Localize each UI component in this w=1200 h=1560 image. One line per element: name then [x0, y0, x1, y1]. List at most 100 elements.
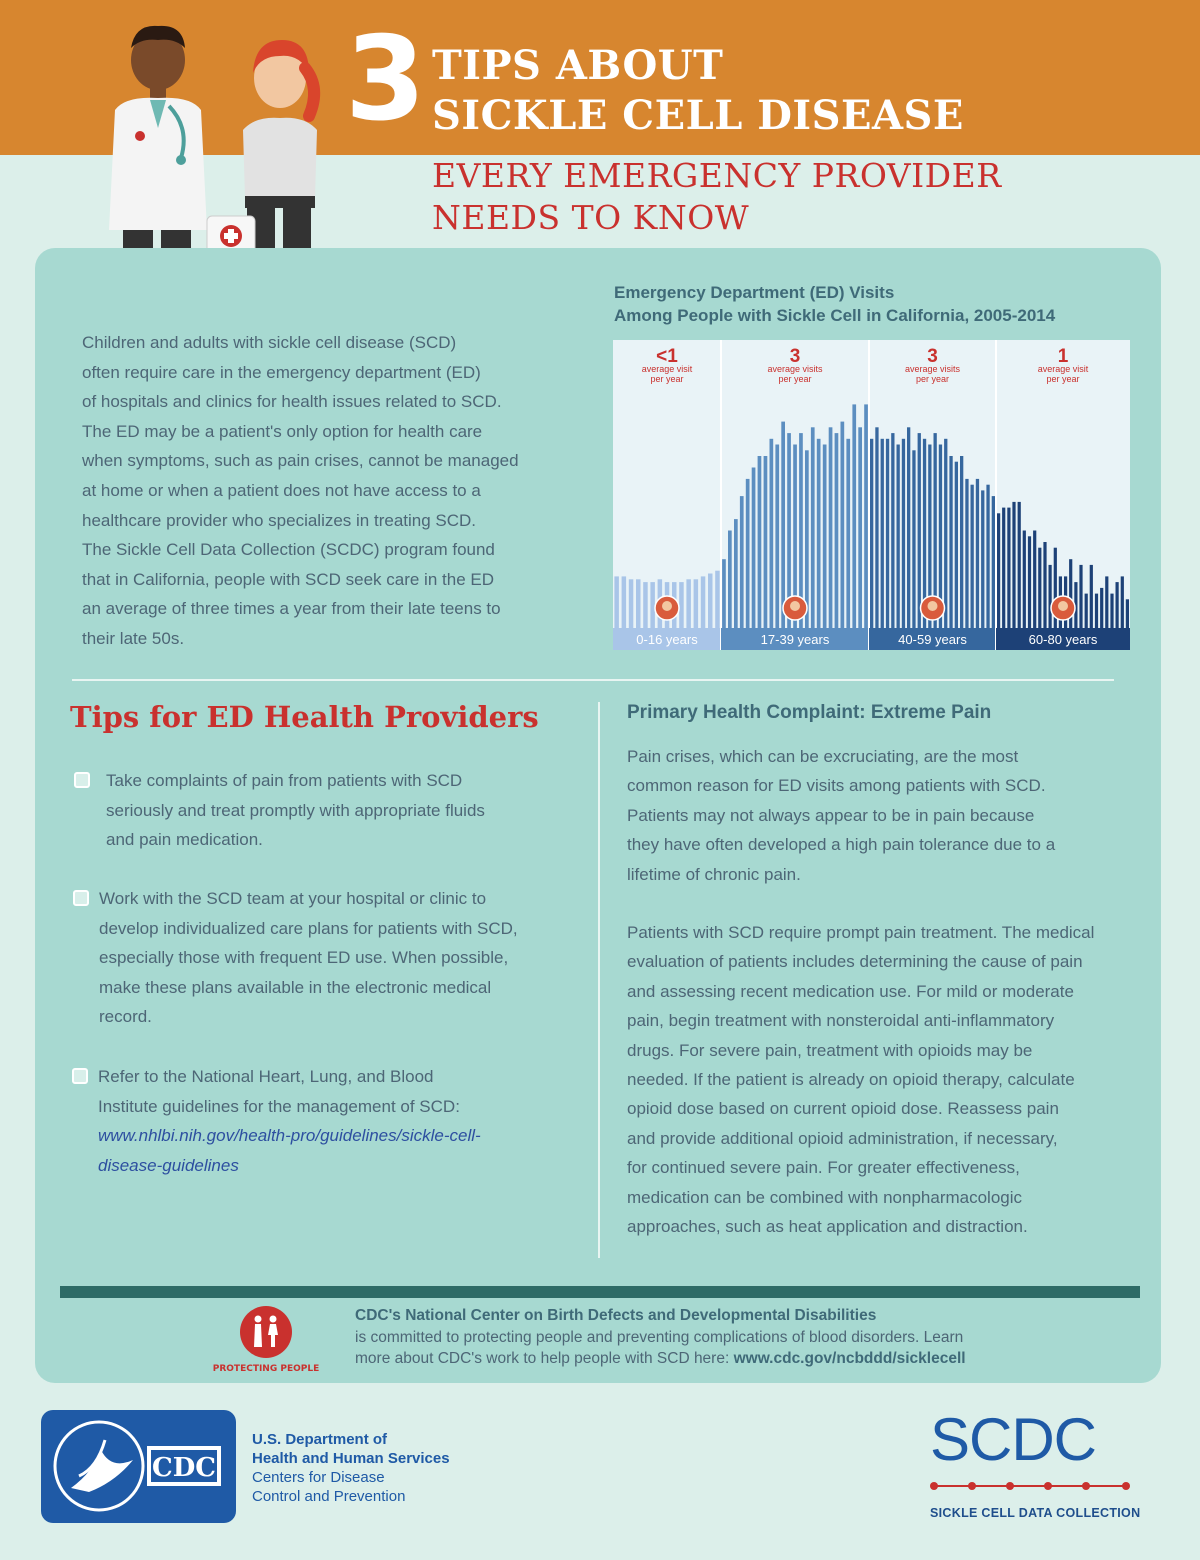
tip-item-1: Take complaints of pain from patients wi… — [106, 766, 485, 855]
chart-bar — [816, 438, 821, 628]
chart-axis-label-bg — [869, 628, 996, 650]
chart-bar — [763, 456, 768, 628]
dept-line-3: Centers for Disease — [252, 1469, 385, 1486]
intro-line: Children and adults with sickle cell dis… — [82, 333, 457, 352]
complaint-line: opioid dose based on current opioid dose… — [627, 1099, 1059, 1119]
intro-line: of hospitals and clinics for health issu… — [82, 392, 502, 412]
checkbox-icon — [74, 772, 90, 788]
chart-bar — [1110, 593, 1114, 628]
person-icon-face — [662, 601, 672, 611]
chart-bar — [1100, 587, 1104, 628]
chart-average-label: <1 — [656, 346, 678, 367]
column-divider — [598, 702, 600, 1258]
chart-bar — [928, 444, 932, 628]
chart-bar — [1069, 559, 1073, 628]
chart-bar — [975, 478, 980, 628]
protecting-people-text: PROTECTING PEOPLE — [213, 1364, 319, 1374]
chart-bar — [787, 433, 791, 628]
chart-bar — [1125, 599, 1129, 628]
chart-average-caption: per year — [916, 374, 949, 384]
complaint-paragraph-2: Patients with SCD require prompt pain tr… — [627, 918, 1137, 1241]
tips-number: 3 — [345, 12, 426, 147]
chart-bar — [650, 582, 655, 628]
chart-bar — [965, 478, 969, 628]
hhs-department-text: U.S. Department of Health and Human Serv… — [252, 1430, 450, 1506]
tip-item-3: Refer to the National Heart, Lung, and B… — [98, 1062, 481, 1180]
scdc-logo: SCDC — [930, 1406, 1097, 1473]
chart-tick-label: 17-39 years — [761, 632, 830, 647]
chart-average-caption: average visits — [767, 364, 823, 374]
chart-bar — [1053, 547, 1057, 628]
chart-average-label: 3 — [927, 346, 938, 367]
intro-line: that in California, people with SCD seek… — [82, 569, 494, 589]
intro-line: their late 50s. — [82, 628, 185, 648]
chart-bar — [728, 530, 732, 628]
chart-average-caption: average visit — [1038, 364, 1089, 374]
chart-axis-label-bg — [996, 628, 1130, 650]
tips-heading: Tips for ED Health Providers — [70, 700, 539, 734]
hhs-cdc-logo: CDC — [41, 1410, 236, 1523]
chart-bar — [715, 570, 720, 628]
chart-title: Emergency Department (ED) Visits Among P… — [614, 281, 1055, 327]
complaint-line: and assessing recent medication use. For… — [627, 981, 1074, 1001]
chart-group-background — [869, 340, 996, 628]
tip-line: seriously and treat promptly with approp… — [106, 800, 485, 820]
chart-bar — [858, 427, 862, 628]
chart-bar — [751, 467, 756, 628]
scdc-subtitle: SICKLE CELL DATA COLLECTION — [930, 1506, 1141, 1520]
complaint-line: Patients with SCD require prompt pain tr… — [627, 923, 1095, 942]
subtitle-line-2: NEEDS TO KNOW — [432, 198, 750, 237]
chart-bar — [1033, 530, 1037, 628]
chart-bar — [896, 444, 900, 628]
chart-bar — [614, 576, 619, 628]
chart-bar — [875, 427, 879, 628]
dept-line-2: Health and Human Services — [252, 1450, 450, 1467]
complaint-line: drugs. For severe pain, treatment with o… — [627, 1040, 1033, 1060]
chart-average-caption: per year — [1046, 374, 1079, 384]
chart-bar — [907, 427, 911, 628]
complaint-line: evaluation of patients includes determin… — [627, 952, 1083, 972]
complaint-line: pain, begin treatment with nonsteroidal … — [627, 1011, 1055, 1031]
chart-bar — [1115, 582, 1119, 628]
chart-bar — [1089, 564, 1093, 628]
chart-bar — [739, 496, 744, 628]
subtitle-line-1: EVERY EMERGENCY PROVIDER — [432, 156, 1002, 195]
chart-bar — [708, 573, 713, 628]
chart-tick-label: 60-80 years — [1029, 632, 1098, 647]
intro-line: healthcare provider who specializes in t… — [82, 510, 477, 530]
complaint-heading: Primary Health Complaint: Extreme Pain — [627, 702, 992, 723]
intro-line: when symptoms, such as pain crises, cann… — [82, 451, 519, 471]
cdc-sickle-cell-link[interactable]: www.cdc.gov/ncbddd/sicklecell — [733, 1350, 966, 1367]
chart-average-caption: per year — [778, 374, 811, 384]
chart-bar — [997, 513, 1001, 628]
chart-bar — [846, 438, 851, 628]
intro-line: The Sickle Cell Data Collection (SCDC) p… — [82, 540, 495, 560]
chart-bar — [781, 421, 785, 628]
chart-bar — [891, 433, 895, 628]
chart-title-line-1: Emergency Department (ED) Visits — [614, 283, 895, 302]
person-icon-face — [1058, 601, 1068, 611]
chart-bar — [1094, 593, 1099, 628]
chart-bar — [757, 456, 762, 628]
footer-line-3: more about CDC's work to help people wit… — [355, 1350, 734, 1367]
chart-average-caption: average visits — [905, 364, 961, 374]
chart-bar — [643, 582, 648, 628]
complaint-paragraph-1: Pain crises, which can be excruciating, … — [627, 742, 1137, 889]
chart-bar — [991, 496, 995, 628]
tip-line: make these plans available in the electr… — [99, 977, 492, 997]
dept-line-4: Control and Prevention — [252, 1488, 406, 1505]
complaint-line: needed. If the patient is already on opi… — [627, 1070, 1075, 1090]
chart-bar — [912, 450, 916, 628]
checkbox-icon — [72, 1068, 88, 1084]
nhlbi-guidelines-link[interactable]: www.nhlbi.nih.gov/health-pro/guidelines/… — [98, 1126, 481, 1146]
intro-line: often require care in the emergency depa… — [82, 362, 481, 382]
chart-title-line-2: Among People with Sickle Cell in Califor… — [614, 306, 1056, 325]
chart-bar — [933, 433, 937, 628]
nhlbi-guidelines-link-cont[interactable]: disease-guidelines — [98, 1155, 239, 1175]
chart-bar — [745, 478, 750, 628]
chart-bar — [970, 484, 974, 628]
chart-bar — [922, 438, 927, 628]
chart-bar — [799, 433, 803, 628]
chart-bar — [885, 438, 890, 628]
